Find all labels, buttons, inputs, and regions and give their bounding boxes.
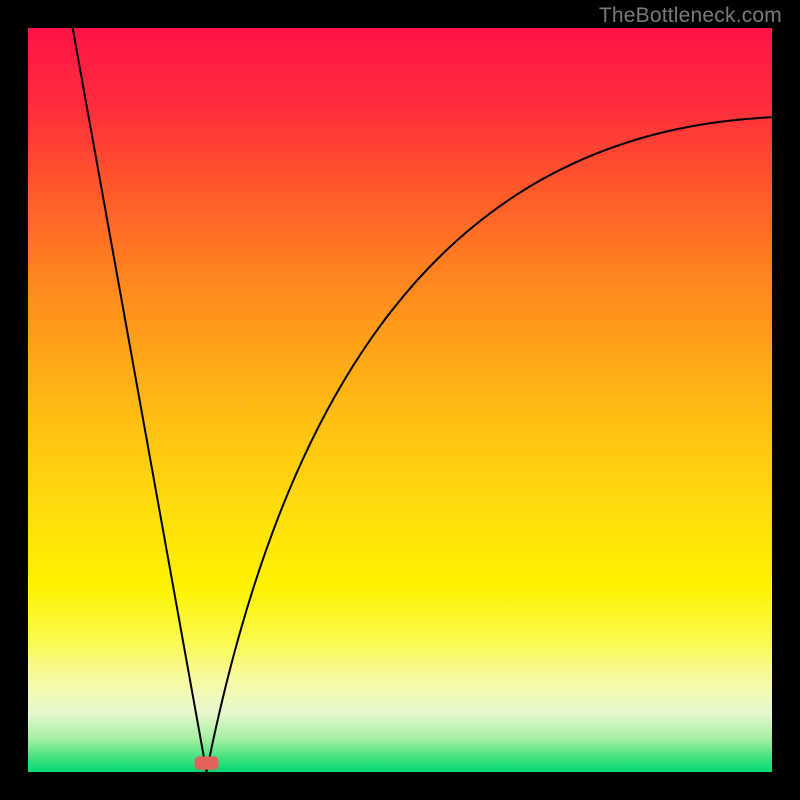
chart-container: { "watermark": { "text": "TheBottleneck.… (0, 0, 800, 800)
watermark-text: TheBottleneck.com (599, 4, 782, 28)
bottleneck-curve-chart (0, 0, 800, 800)
